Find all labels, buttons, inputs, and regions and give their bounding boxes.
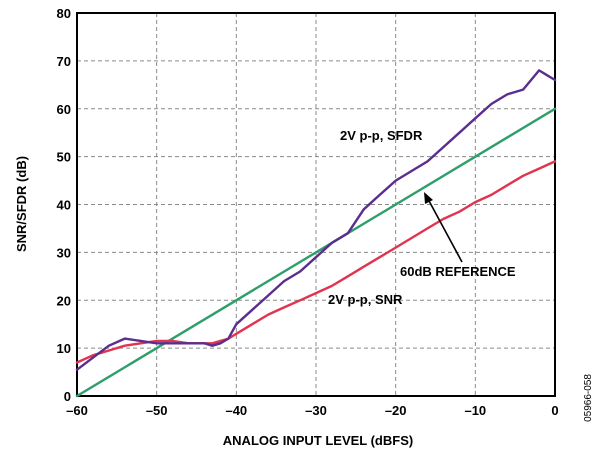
y-tick-label: 80 xyxy=(57,6,71,21)
y-tick-label: 30 xyxy=(57,245,71,260)
y-tick-label: 50 xyxy=(57,150,71,165)
y-tick-label: 20 xyxy=(57,293,71,308)
y-tick-labels: 0 10 20 30 40 50 60 70 80 xyxy=(57,6,71,404)
x-tick-label: –30 xyxy=(305,403,327,418)
reference-line xyxy=(75,107,557,398)
gridlines xyxy=(76,12,556,397)
x-tick-labels: –60 –50 –40 –30 –20 –10 0 xyxy=(66,403,558,418)
y-tick-label: 0 xyxy=(64,389,71,404)
y-tick-label: 70 xyxy=(57,54,71,69)
x-tick-label: –10 xyxy=(464,403,486,418)
series-lines xyxy=(75,69,557,398)
x-axis-label: ANALOG INPUT LEVEL (dBFS) xyxy=(223,433,413,448)
annotation-sfdr: 2V p-p, SFDR xyxy=(340,128,423,143)
x-tick-label: 0 xyxy=(551,403,558,418)
reference-arrow xyxy=(424,192,463,263)
annotation-snr: 2V p-p, SNR xyxy=(328,292,403,307)
y-tick-label: 60 xyxy=(57,102,71,117)
annotation-reference: 60dB REFERENCE xyxy=(400,264,516,279)
figure-id: 05966-058 xyxy=(583,374,594,422)
plot-frame xyxy=(76,12,556,397)
snr-line xyxy=(75,160,557,364)
x-tick-label: –20 xyxy=(385,403,407,418)
sfdr-line xyxy=(75,69,557,371)
y-tick-label: 10 xyxy=(57,341,71,356)
y-axis-label: SNR/SFDR (dB) xyxy=(14,156,29,252)
x-tick-label: –40 xyxy=(225,403,247,418)
x-tick-label: –60 xyxy=(66,403,88,418)
x-tick-label: –50 xyxy=(146,403,168,418)
y-tick-label: 40 xyxy=(57,198,71,213)
